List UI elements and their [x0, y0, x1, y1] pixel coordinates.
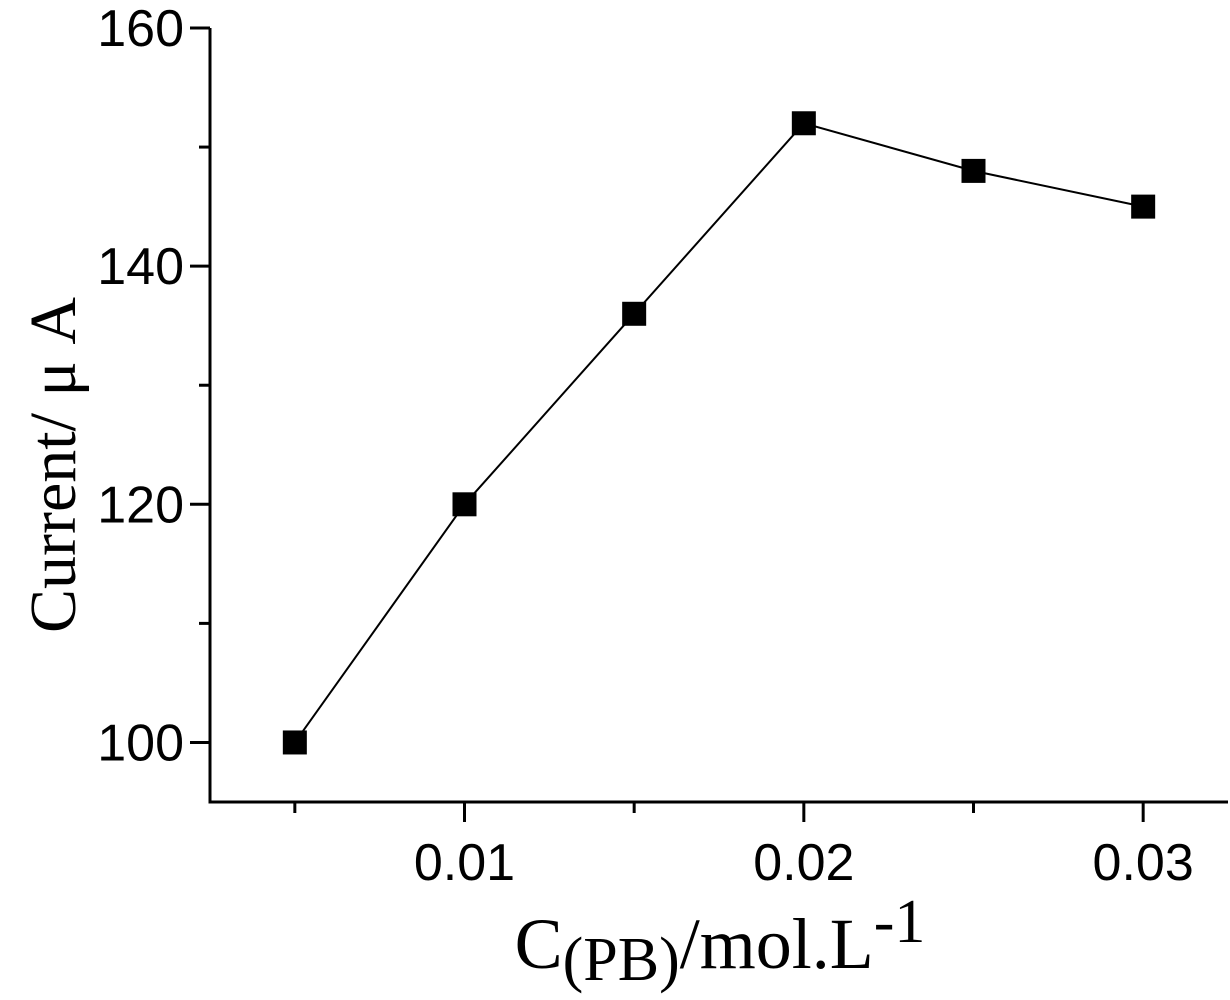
x-tick-label: 0.03 [1093, 834, 1194, 892]
data-point [282, 730, 307, 755]
series-line [294, 122, 1144, 744]
x-tick-label: 0.02 [753, 834, 854, 892]
y-tick-label: 160 [97, 0, 184, 58]
x-axis-title-main: C [515, 904, 563, 984]
ticks [190, 26, 1145, 822]
data-point [622, 301, 647, 326]
y-tick-label: 100 [97, 714, 184, 772]
data-point [961, 158, 986, 183]
data-point [452, 492, 477, 517]
x-axis-title-subscript: (PB) [563, 926, 680, 994]
x-tick-label: 0.01 [414, 834, 515, 892]
x-axis-title-unit: /mol.L [680, 904, 874, 984]
tick-labels: 0.01 0.02 0.03 100 120 140 160 [97, 0, 1194, 892]
y-tick-label: 120 [97, 476, 184, 534]
x-axis-title-superscript: -1 [874, 888, 926, 956]
data-point [791, 111, 816, 136]
x-axis-title: C(PB)/mol.L-1 [515, 888, 926, 994]
data-point [1131, 194, 1156, 219]
y-tick-label: 140 [97, 238, 184, 296]
y-axis-title: Current/ μ A [17, 297, 90, 633]
axes [208, 28, 1228, 804]
series-group [282, 111, 1156, 755]
